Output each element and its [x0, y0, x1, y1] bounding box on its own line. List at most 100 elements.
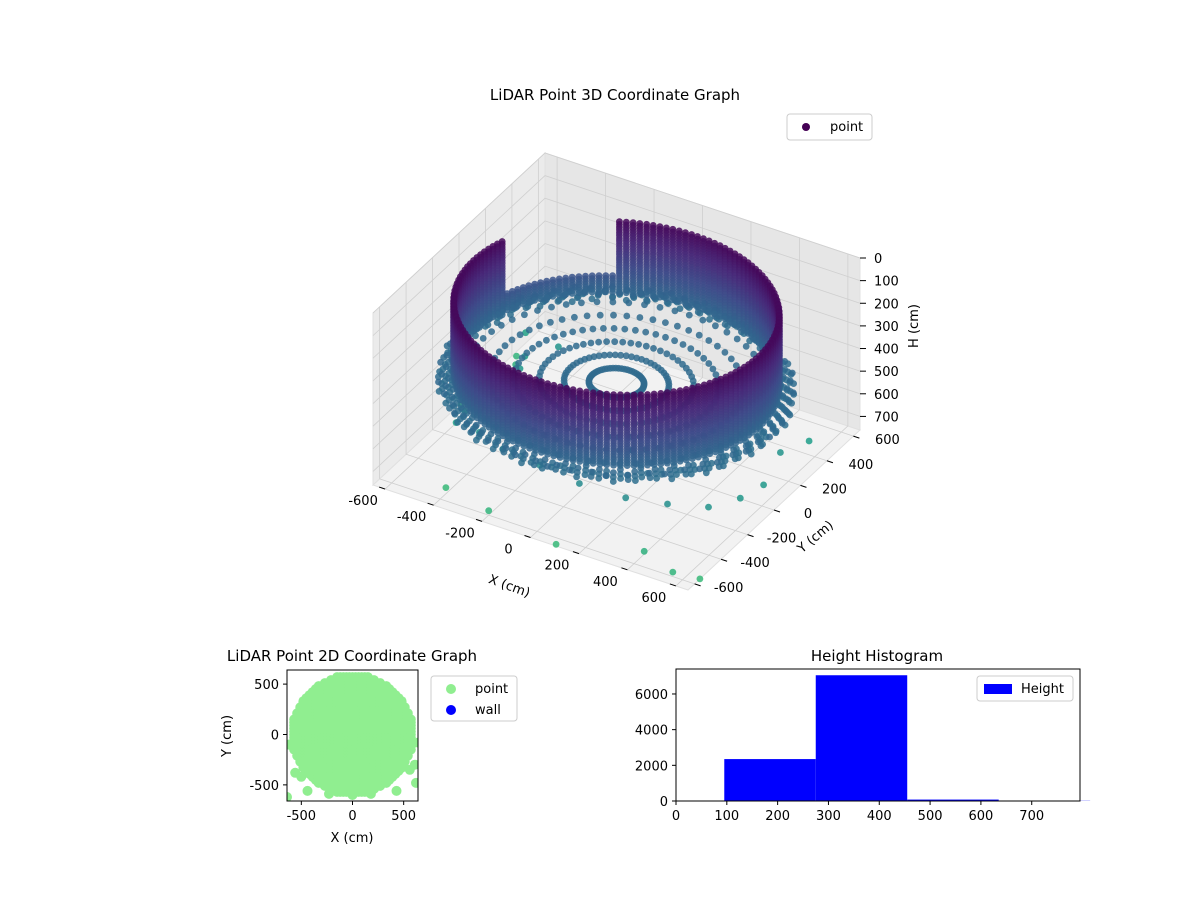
- plot3d-point: [629, 289, 637, 297]
- plot3d-gridline-x: [384, 157, 558, 490]
- plot3d-point: [663, 459, 671, 467]
- plot3d-point: [641, 301, 648, 309]
- plot3d-point: [552, 540, 560, 548]
- plot3d-point: [644, 461, 651, 469]
- plot3d-point: [588, 295, 596, 303]
- plot3d-point: [526, 444, 533, 452]
- plot3d-point: [535, 340, 543, 348]
- plot3d-point: [705, 360, 713, 367]
- plot3d-point: [473, 436, 480, 444]
- plot3d-point: [617, 475, 624, 482]
- plot3d-point: [676, 305, 684, 312]
- plot3d-ytick-label: -400: [740, 556, 770, 571]
- plot3d-point: [642, 342, 650, 350]
- plot3d-point: [671, 337, 678, 345]
- plot3d-point: [636, 290, 644, 298]
- plot3d-title: LiDAR Point 3D Coordinate Graph: [490, 86, 740, 104]
- plot3d-ytick: [800, 484, 807, 488]
- plot3d-point: [568, 298, 576, 306]
- plot3d-point: [777, 449, 784, 456]
- plot3d-point: [611, 351, 619, 359]
- plot3d-point: [443, 351, 451, 359]
- plot3d-gridline-h: [372, 175, 861, 336]
- plot3d-point: [622, 352, 630, 360]
- plot3d-point: [616, 288, 623, 296]
- plot3d-gridline-h: [372, 152, 861, 314]
- plot3d-point: [617, 351, 625, 359]
- plot3d-ytick-label: -200: [767, 532, 797, 547]
- plot3d-point: [435, 388, 443, 395]
- plot3d-point: [518, 459, 525, 467]
- plot3d-point: [508, 316, 516, 323]
- plot3d-point: [610, 311, 617, 319]
- plot3d-point: [531, 297, 539, 304]
- plot3d-xtick-label: -600: [348, 494, 378, 509]
- plot3d-point: [460, 423, 468, 431]
- plot3d-point: [656, 304, 664, 311]
- plot3d-point: [484, 436, 492, 444]
- plot3d-xtick-label: 600: [641, 591, 666, 606]
- plot3d-point: [576, 458, 584, 465]
- plot3d-point: [706, 450, 714, 458]
- plot3d-point: [694, 303, 701, 311]
- plot3d-point: [721, 321, 729, 328]
- plot3d-point: [695, 331, 703, 339]
- plot3d-point: [523, 349, 531, 357]
- plot3d-point: [552, 466, 559, 473]
- plot3d-point: [711, 310, 718, 318]
- plot3d-point: [662, 319, 669, 326]
- plot3d-ytick: [826, 460, 834, 464]
- plot3d-point: [442, 484, 450, 491]
- plot3d-point: [602, 288, 610, 296]
- plot3d-point: [547, 318, 554, 326]
- plot3d-point: [627, 339, 635, 347]
- plot3d-point: [554, 350, 562, 357]
- plot3d-htick-label: 400: [874, 343, 899, 358]
- plot3d-point: [788, 369, 796, 377]
- plot3d-point: [742, 343, 750, 350]
- plot3d-point: [562, 290, 570, 298]
- plot3d-point: [669, 353, 677, 361]
- plot3d-point: [440, 390, 448, 398]
- plot3d-htick-label: 200: [874, 297, 899, 312]
- plot3d-point: [715, 463, 723, 470]
- plot3d-point: [560, 347, 567, 355]
- plot3d-point: [635, 341, 642, 348]
- plot3d-point: [489, 445, 497, 453]
- plot3d-point: [786, 411, 794, 419]
- plot3d-htick-label: 0: [874, 252, 882, 267]
- plot3d-legend-label: point: [830, 120, 863, 135]
- plot3d-point: [786, 377, 794, 385]
- plot3d-point: [550, 452, 558, 460]
- plot3d-point: [479, 335, 487, 342]
- plot3d-point: [609, 298, 617, 306]
- plot3d-point: [544, 463, 551, 470]
- plot3d-point: [742, 447, 750, 455]
- plot3d-point: [572, 342, 580, 350]
- plot3d-point: [668, 475, 676, 483]
- plot3d-point: [521, 311, 528, 319]
- plot3d-ytick-label: 400: [849, 458, 874, 473]
- plot3d-ylabel: Y (cm): [794, 518, 837, 557]
- plot3d-point: [625, 299, 633, 307]
- plot3d-point: [578, 299, 585, 307]
- plot3d-point: [555, 291, 563, 299]
- plot3d-xtick-label: 400: [593, 575, 618, 590]
- plot3d-point: [549, 292, 557, 300]
- plot3d-point: [468, 427, 476, 435]
- plot3d-point: [566, 466, 573, 474]
- plot3d-point: [569, 328, 577, 336]
- plot3d-xtick-label: -400: [397, 510, 427, 525]
- plot3d-htick-label: 700: [874, 410, 899, 425]
- plot3d-point: [714, 342, 721, 350]
- plot3d-ytick-label: 0: [804, 507, 812, 522]
- plot3d-point: [437, 358, 444, 366]
- plot3d-point: [661, 470, 668, 478]
- plot3d-point: [689, 455, 696, 462]
- plot3d-point: [454, 418, 461, 426]
- plot3d-point: [696, 465, 703, 473]
- plot3d-point: [442, 399, 450, 407]
- plot3d-point: [500, 448, 508, 456]
- plot3d-ytick: [853, 435, 860, 439]
- plot3d-point: [555, 297, 563, 304]
